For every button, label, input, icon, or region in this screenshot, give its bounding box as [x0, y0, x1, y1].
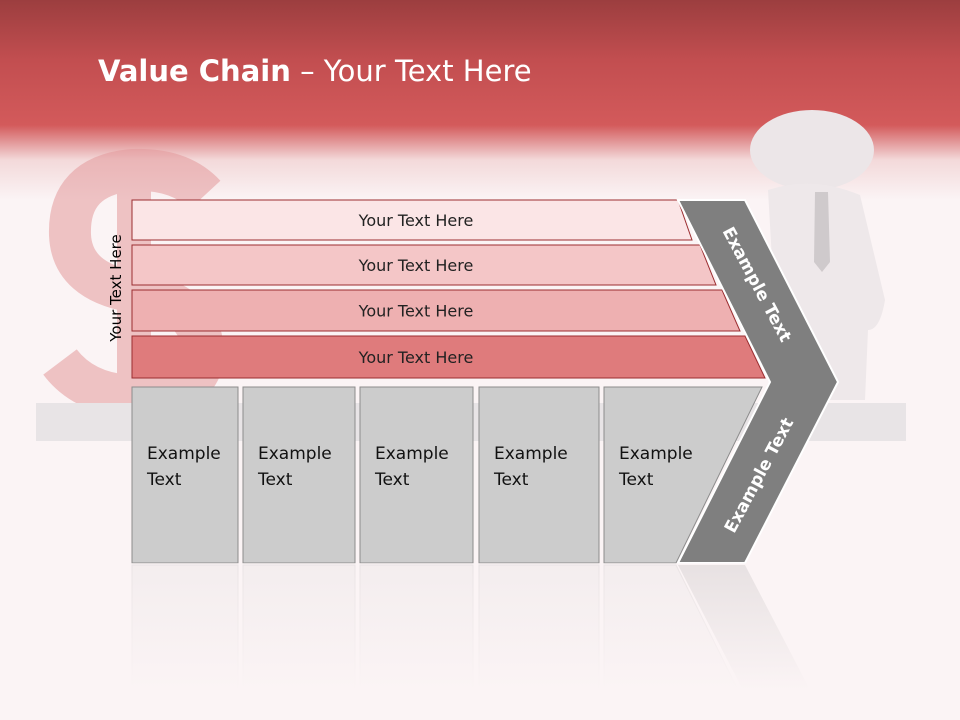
bar-1[interactable]: Your Text Here: [131, 199, 693, 241]
reflection-fade: [0, 563, 960, 713]
activity-box-1[interactable]: Example Text: [131, 386, 239, 564]
activity-box-2[interactable]: Example Text: [242, 386, 356, 564]
bar-label: Your Text Here: [358, 302, 474, 321]
bar-label: Your Text Here: [358, 256, 474, 275]
bar-2[interactable]: Your Text Here: [131, 244, 717, 286]
side-label: Your Text Here: [107, 234, 125, 342]
box-line2: Text: [257, 470, 293, 490]
box-line2: Text: [374, 470, 410, 490]
activity-box-4[interactable]: Example Text: [478, 386, 600, 564]
box-line1: Example: [494, 444, 568, 464]
box-line2: Text: [618, 470, 654, 490]
box-line1: Example: [375, 444, 449, 464]
box-line2: Text: [493, 470, 529, 490]
bar-3[interactable]: Your Text Here: [131, 289, 741, 332]
bar-4[interactable]: Your Text Here: [131, 335, 766, 379]
activity-box-3[interactable]: Example Text: [359, 386, 474, 564]
box-line2: Text: [146, 470, 182, 490]
box-line1: Example: [147, 444, 221, 464]
slide-title: Value Chain – Your Text Here: [98, 54, 532, 88]
title-rest: – Your Text Here: [290, 54, 532, 88]
box-line1: Example: [258, 444, 332, 464]
bar-label: Your Text Here: [358, 348, 474, 367]
title-bold: Value Chain: [98, 54, 291, 88]
bar-label: Your Text Here: [358, 211, 474, 230]
box-line1: Example: [619, 444, 693, 464]
